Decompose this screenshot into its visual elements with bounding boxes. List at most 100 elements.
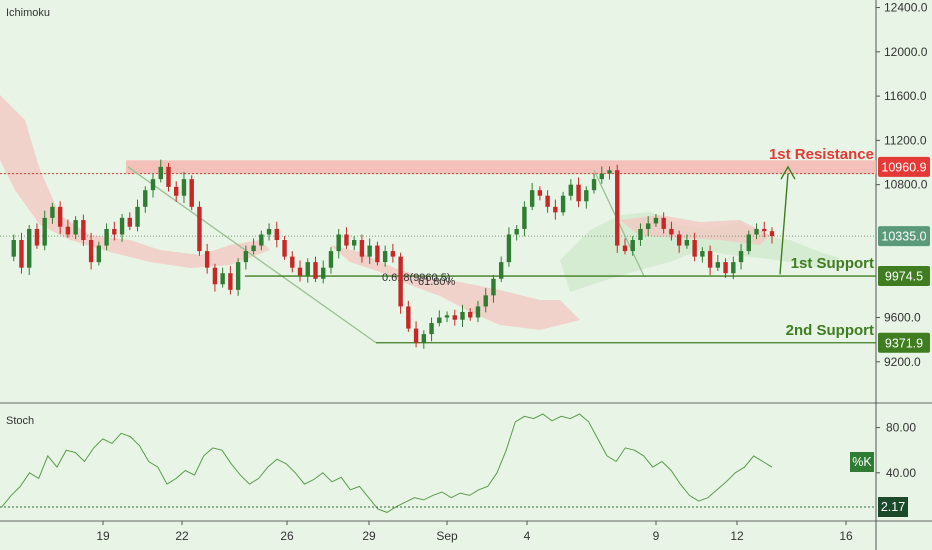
candle-body xyxy=(259,234,264,246)
candle-body xyxy=(514,228,519,235)
fib-annotation-2: 61.80% xyxy=(418,276,456,288)
candle-body xyxy=(235,262,241,290)
candle-body xyxy=(282,240,287,257)
candle-body xyxy=(475,306,481,318)
candle-body xyxy=(560,195,566,213)
x-tick-label: 9 xyxy=(653,529,660,543)
x-tick-label: 16 xyxy=(839,529,853,543)
candle-body xyxy=(615,170,620,246)
y-tick-label: 11600.0 xyxy=(884,89,927,103)
cloud-green xyxy=(560,212,840,292)
x-tick-label: 26 xyxy=(280,529,294,543)
stoch-k-tag xyxy=(850,452,874,472)
candle-body xyxy=(599,173,604,180)
candle-body xyxy=(646,223,651,229)
x-tick-label: 12 xyxy=(730,529,744,543)
candle-body xyxy=(754,228,759,235)
candle-body xyxy=(738,251,744,263)
level-label: 1st Support xyxy=(791,255,874,272)
stoch-line xyxy=(1,413,773,513)
candle-body xyxy=(529,190,535,207)
stoch-tick-label: 80.00 xyxy=(886,421,916,435)
stoch-value: 2.17 xyxy=(881,500,905,514)
y-tick-label: 11200.0 xyxy=(884,133,927,147)
candle-body xyxy=(174,186,179,196)
candle-body xyxy=(491,278,496,296)
candle-body xyxy=(398,256,403,307)
candle-body xyxy=(166,166,171,187)
candle-body xyxy=(359,240,365,257)
candle-body xyxy=(684,240,690,246)
target-arrow-line xyxy=(779,173,789,275)
level-tag xyxy=(878,266,930,287)
trend-line-down xyxy=(127,166,377,344)
candle-body xyxy=(498,262,504,279)
candle-body xyxy=(19,240,24,268)
candle-body xyxy=(406,306,411,329)
level-tag xyxy=(878,156,930,177)
candle-body xyxy=(88,240,94,263)
price-candles xyxy=(11,159,775,349)
candle-body xyxy=(73,220,78,235)
candle-body xyxy=(746,234,751,252)
stoch-value-tag xyxy=(878,497,908,517)
target-arrow-head xyxy=(780,165,796,180)
level-tag-value: 10960.9 xyxy=(881,160,926,174)
y-tick-label: 10800.0 xyxy=(884,178,928,192)
candle-body xyxy=(135,206,140,227)
y-tick-label: 9600.0 xyxy=(884,311,921,325)
candle-body xyxy=(274,228,280,241)
resistance-zone-rect xyxy=(126,160,876,174)
candle-body xyxy=(119,217,125,235)
candle-body xyxy=(584,190,589,202)
candle-body xyxy=(321,267,326,279)
candle-body xyxy=(266,228,272,235)
current-price-value: 10335.0 xyxy=(881,230,926,244)
candle-body xyxy=(591,179,597,191)
level-label: 2nd Support xyxy=(786,322,874,339)
x-tick-label: 19 xyxy=(96,529,110,543)
candle-body xyxy=(197,206,202,252)
candle-body xyxy=(243,251,249,263)
candle-body xyxy=(127,217,132,227)
candle-body xyxy=(522,206,527,229)
y-tick-label: 12000.0 xyxy=(884,45,928,59)
candle-body xyxy=(375,245,380,263)
candle-body xyxy=(692,240,697,257)
stoch-k-label: %K xyxy=(852,455,872,469)
candle-body xyxy=(228,273,233,290)
candle-body xyxy=(707,251,713,268)
candle-body xyxy=(181,179,187,196)
candle-body xyxy=(34,228,40,246)
candle-body xyxy=(96,245,102,263)
candle-body xyxy=(437,317,442,324)
candle-body xyxy=(622,245,628,252)
candle-body xyxy=(553,206,558,213)
x-tick-label: Sep xyxy=(436,529,458,543)
candle-body xyxy=(545,195,550,207)
x-tick-label: 22 xyxy=(175,529,189,543)
candle-body xyxy=(65,226,71,235)
candle-body xyxy=(669,228,674,235)
candle-body xyxy=(290,256,295,268)
level-label: 1st Resistance xyxy=(769,146,874,163)
candle-body xyxy=(344,234,349,246)
candle-body xyxy=(390,251,396,257)
indicator-label-stoch: Stoch xyxy=(6,415,34,427)
current-price-tag xyxy=(878,226,930,247)
candle-body xyxy=(328,251,334,268)
candle-body xyxy=(762,228,767,232)
candle-body xyxy=(413,328,419,343)
candle-body xyxy=(212,267,218,285)
candle-body xyxy=(143,190,148,207)
candle-body xyxy=(653,217,659,224)
candle-body xyxy=(313,262,318,279)
cloud-red-2 xyxy=(330,245,580,330)
candle-body xyxy=(150,179,156,191)
stoch-tick-label: 40.00 xyxy=(886,466,916,480)
candle-body xyxy=(452,315,457,320)
candle-body xyxy=(576,184,581,202)
candle-body xyxy=(769,231,775,237)
level-tag-value: 9974.5 xyxy=(885,270,923,284)
